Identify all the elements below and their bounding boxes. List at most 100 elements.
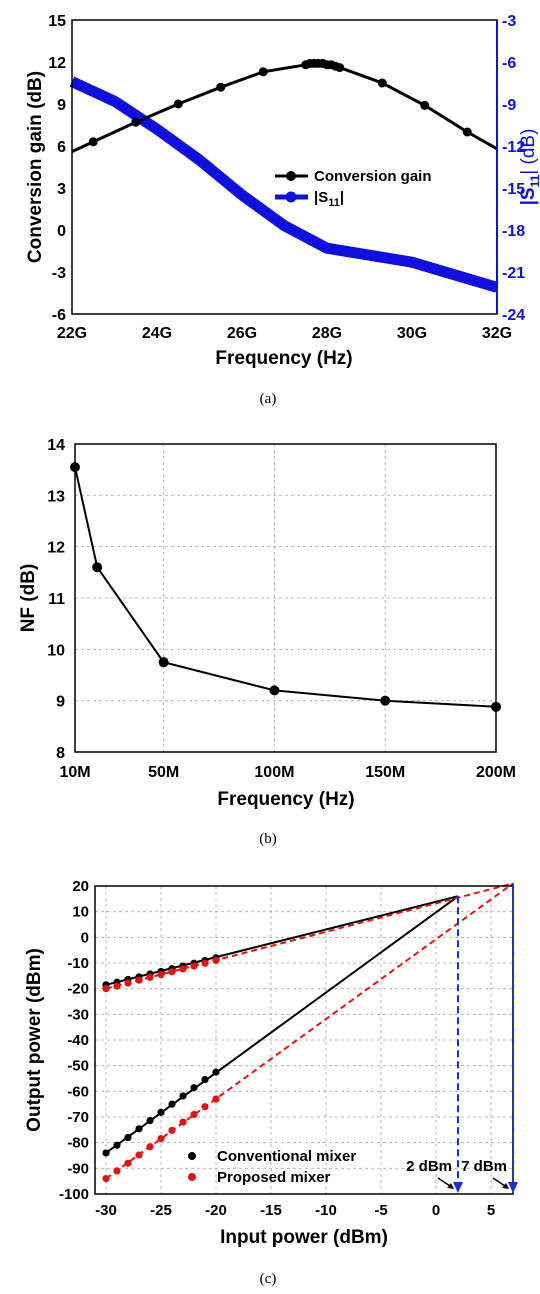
chart-c-y-tick-label: -30 [67, 1006, 89, 1023]
chart-a-x-tick-label: 24G [142, 325, 172, 342]
gain-point [131, 117, 141, 127]
proposed-point [135, 1151, 143, 1159]
proposed-point [146, 1143, 154, 1151]
proposed-point [212, 956, 220, 965]
proposed-point [179, 965, 187, 973]
chart-c-y-tick-label: -90 [67, 1160, 89, 1177]
proposed-point [113, 982, 121, 990]
chart-b-x-tick-label: 100M [254, 764, 294, 781]
chart-a-y2-tick-label: -18 [502, 223, 525, 240]
chart-a-y-tick-label: 12 [48, 55, 66, 72]
chart-a-y-tick-label: 9 [57, 97, 66, 114]
chart-a-x-label: Frequency (Hz) [215, 348, 352, 369]
proposed-point [124, 979, 132, 987]
conventional-point [113, 1141, 121, 1149]
gain-point [88, 137, 98, 147]
nf-point [380, 695, 391, 706]
proposed-fit-line [105, 882, 514, 1180]
conventional-point [146, 1116, 154, 1125]
proposed-point [102, 985, 110, 993]
chart-a-y2-tick-label: -6 [502, 55, 516, 72]
chart-a-x-ticks: 22G 24G 26G 28G 30G 32G [57, 325, 512, 342]
legend-s11-marker [285, 191, 297, 203]
nf-point [158, 657, 169, 668]
chart-c-y-tick-label: -10 [67, 955, 89, 972]
chart-b-x-tick-label: 150M [365, 764, 405, 781]
nf-line [74, 466, 497, 708]
chart-c-intercept-markers: 2 dBm 7 dBm [406, 883, 518, 1193]
caption-a: (a) [260, 391, 277, 407]
chart-c-series [102, 882, 514, 1183]
annotation-pointer-head [502, 1183, 509, 1189]
chart-b-x-tick-label: 200M [476, 764, 516, 781]
chart-b-y-tick-label: 14 [47, 437, 65, 454]
chart-b-nf-series [70, 462, 501, 712]
chart-b-y-tick-label: 13 [47, 488, 65, 505]
chart-a-y2-tick-label: -12 [502, 139, 525, 156]
chart-c-x-label: Input power (dBm) [220, 1227, 388, 1248]
gain-point [216, 82, 226, 92]
chart-b-x-ticks: 10M 50M 100M 150M 200M [59, 764, 516, 781]
proposed-point [135, 976, 143, 984]
gain-line [71, 61, 498, 153]
conventional-point [212, 1068, 220, 1076]
chart-b-y-tick-label: 8 [56, 745, 65, 762]
chart-c-y-tick-label: -70 [67, 1109, 89, 1126]
chart-a-gain-series [71, 58, 498, 153]
proposed-point [168, 1126, 176, 1134]
chart-a: -6 -3 0 3 6 9 12 15 -24 -21 -18 -15 -12 -9 -6 -3 22G 24… [25, 13, 540, 407]
chart-b-frame [74, 443, 497, 753]
annotation-pointer-head [447, 1183, 454, 1189]
chart-c-x-tick-label: -30 [95, 1202, 117, 1219]
proposed-point [212, 1095, 220, 1103]
chart-a-y-label: Conversion gain (dB) [25, 71, 46, 263]
chart-a-y2-tick-label: -21 [502, 265, 525, 282]
chart-a-y2-label: |S11| (dB) [518, 129, 540, 206]
chart-a-x-tick-label: 26G [227, 325, 257, 342]
nf-point [70, 462, 80, 473]
proposed-point [146, 973, 154, 981]
gain-point [258, 67, 268, 77]
legend-s11-label-post: | [340, 189, 344, 206]
gain-point [462, 127, 472, 137]
conventional-point [102, 1149, 110, 1157]
caption-c: (c) [260, 1271, 277, 1287]
proposed-point [157, 970, 165, 979]
conventional-point [190, 1084, 198, 1092]
conventional-point [168, 1100, 176, 1108]
gain-point [377, 78, 387, 88]
intercept-label: 2 dBm [406, 1158, 452, 1175]
conventional-fit-line [105, 895, 459, 986]
caption-b: (b) [259, 831, 277, 847]
legend-gain-label: Conversion gain [314, 168, 432, 185]
chart-a-y2-label-sub: 11 [528, 174, 540, 187]
chart-c-y-tick-label: -80 [67, 1135, 89, 1152]
chart-c-y-tick-label: -100 [59, 1186, 89, 1203]
chart-a-y2-ticks: -24 -21 -18 -15 -12 -9 -6 -3 [502, 13, 525, 324]
chart-c-x-tick-label: 0 [432, 1202, 440, 1219]
chart-c-y-tick-label: -20 [67, 981, 89, 998]
chart-a-y-tick-label: -6 [52, 307, 66, 324]
proposed-point [190, 1110, 198, 1119]
chart-c-y-tick-label: 0 [81, 929, 89, 946]
conventional-point [201, 1075, 209, 1084]
chart-a-y2-tick-label: -9 [502, 97, 516, 114]
conventional-fit-line [105, 895, 459, 1154]
proposed-point [113, 1167, 121, 1175]
chart-a-y-tick-label: 3 [57, 181, 66, 198]
legend-s11-label: |S11| [314, 189, 344, 209]
proposed-point [157, 1134, 165, 1143]
chart-c-x-tick-label: -10 [315, 1202, 337, 1219]
chart-c-y-tick-label: -60 [67, 1083, 89, 1100]
proposed-point [124, 1159, 132, 1167]
chart-c-y-label: Output power (dBm) [24, 948, 45, 1132]
chart-a-y-ticks: -6 -3 0 3 6 9 12 15 [48, 13, 66, 324]
legend-proposed-label: Proposed mixer [217, 1169, 331, 1186]
legend-proposed-marker [188, 1173, 196, 1181]
chart-b-grid [75, 444, 496, 752]
chart-a-y-tick-label: 0 [57, 223, 66, 240]
legend-s11-label-sub: 11 [328, 197, 340, 209]
intercept-label: 7 dBm [461, 1158, 507, 1175]
intercept-arrowhead [453, 1182, 463, 1193]
